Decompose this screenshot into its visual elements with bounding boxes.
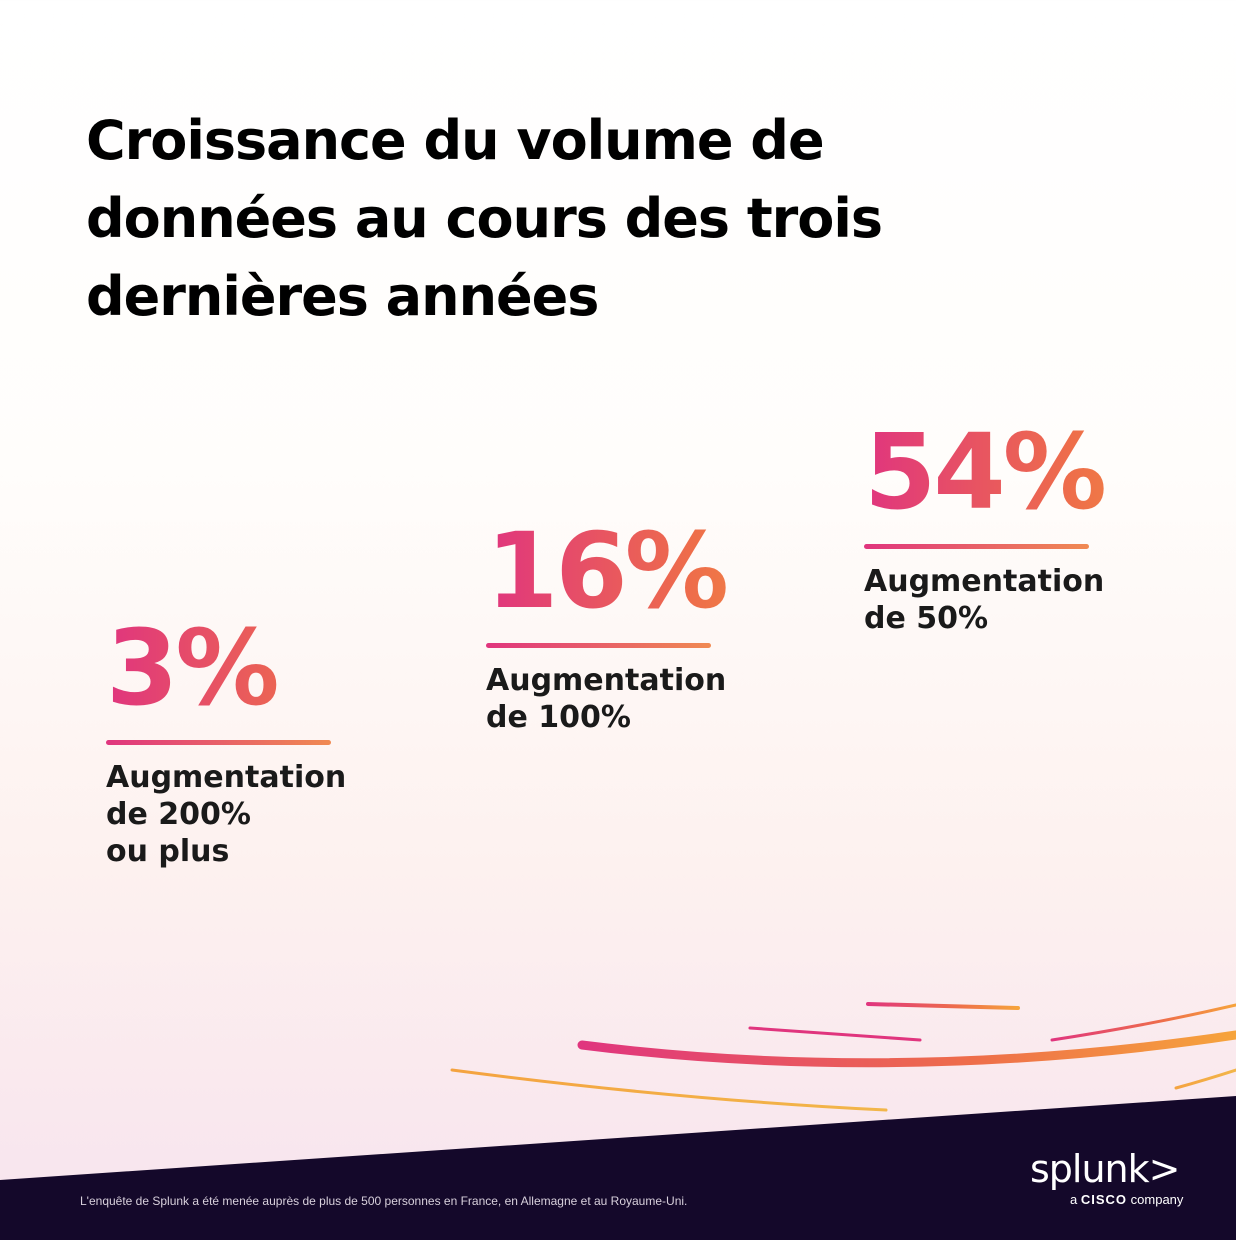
stat-16-percent: 16% Augmentation de 100% xyxy=(486,519,866,736)
tagline-brand: CISCO xyxy=(1080,1192,1128,1207)
stat-underline xyxy=(864,544,1089,549)
swoosh-upper-short xyxy=(866,1002,1020,1010)
stat-value: 16% xyxy=(486,519,866,623)
logo-wordmark: splunk> xyxy=(1030,1147,1181,1191)
stat-54-percent: 54% Augmentation de 50% xyxy=(864,420,1236,637)
swoosh-main xyxy=(577,1030,1236,1068)
footer-band xyxy=(0,1096,1236,1240)
stat-label: Augmentation de 200% ou plus xyxy=(106,760,347,869)
swoosh-right-upper xyxy=(1050,1003,1236,1042)
splunk-logo: splunk> a CISCO company xyxy=(1030,1148,1210,1207)
stat-underline xyxy=(486,643,711,648)
logo-tagline: a CISCO company xyxy=(1030,1192,1210,1207)
tagline-suffix: company xyxy=(1130,1192,1184,1207)
stat-label: Augmentation de 100% xyxy=(486,663,727,735)
swoosh-lower-left xyxy=(450,1068,888,1112)
page-title: Croissance du volume de données au cours… xyxy=(86,109,883,328)
stat-underline xyxy=(106,740,331,745)
tagline-prefix: a xyxy=(1070,1192,1078,1207)
stat-value: 54% xyxy=(864,420,1236,524)
stat-3-percent: 3% Augmentation de 200% ou plus xyxy=(106,616,486,870)
swoosh-upper-mid xyxy=(748,1026,922,1042)
stat-label: Augmentation de 50% xyxy=(864,564,1105,636)
swoosh-right-lower xyxy=(1174,1068,1236,1090)
footnote: L'enquête de Splunk a été menée auprès d… xyxy=(80,1194,688,1208)
stat-value: 3% xyxy=(106,616,486,720)
